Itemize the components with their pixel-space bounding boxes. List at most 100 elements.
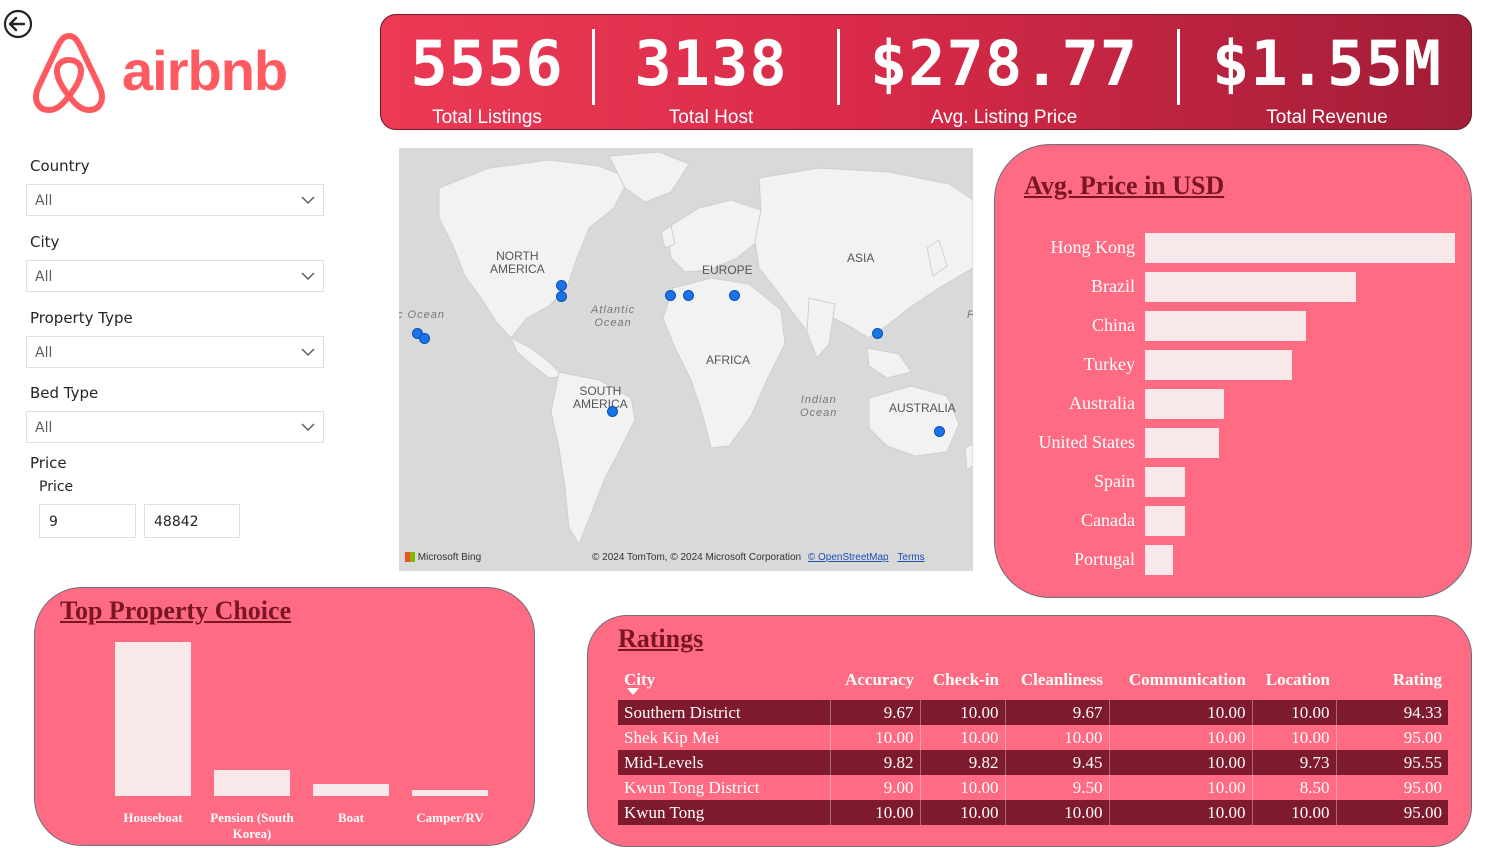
bar-label: United States [1038,432,1136,452]
bar-label: Spain [1093,471,1135,491]
column-header-cleanliness[interactable]: Cleanliness [1020,670,1103,689]
bar-label: Turkey [1083,354,1135,374]
kpi-value: 3138 [634,27,788,100]
map-label-indian: Indian Ocean [800,394,838,419]
table-row[interactable]: Southern District 9.67 10.00 9.67 10.00 10.00… [618,700,1448,725]
country-dropdown[interactable]: All [26,184,324,216]
top-property-title: Top Property Choice [60,596,292,625]
property-type-dropdown[interactable]: All [26,336,324,368]
table-cell: 10.00 [1252,725,1337,750]
column-header-check-in[interactable]: Check-in [932,670,999,689]
bar[interactable] [1145,467,1186,497]
avg-price-bar-chart: Hong Kong Brazil China Turkey Australia Unite… [995,145,1473,599]
column-header-communication[interactable]: Communication [1128,670,1246,689]
sort-desc-icon[interactable] [627,688,639,695]
table-cell: 9.67 [830,700,921,725]
bar[interactable] [412,789,488,796]
map-label-atlantic: Atlantic Ocean [591,304,636,329]
chevron-down-icon [301,196,315,205]
bed-type-filter-label: Bed Type [30,384,99,402]
map-marker[interactable] [934,426,945,437]
kpi-value: $278.77 [869,27,1139,100]
terms-link[interactable]: Terms [897,552,925,563]
table-row[interactable]: Kwun Tong District 9.00 10.00 9.50 10.00 8.50… [618,775,1448,800]
city-dropdown[interactable]: All [26,260,324,292]
openstreetmap-link[interactable]: © OpenStreetMap [807,552,889,563]
listings-map[interactable]: NORTH AMERICA SOUTH AMERICA EUROPE ASIA AF… [399,148,973,571]
top-property-panel: Top Property Choice Houseboat Pension (So… [34,587,535,846]
map-marker[interactable] [556,280,567,291]
bar[interactable] [1145,233,1455,263]
map-label-pacific: c Ocean [399,309,445,321]
map-label-asia: ASIA [847,251,875,265]
price-range-sublabel: Price [39,479,74,495]
bar[interactable] [214,769,290,796]
column-header-city[interactable]: City [624,670,656,689]
chevron-down-icon [301,348,315,357]
table-cell: 10.00 [1005,725,1110,750]
table-cell: 9.82 [920,750,1006,775]
chevron-down-icon [301,423,315,432]
bar[interactable] [115,642,191,796]
bar[interactable] [1145,545,1173,575]
map-marker[interactable] [665,290,676,301]
map-marker[interactable] [556,291,567,302]
dropdown-value: All [35,345,53,361]
map-marker[interactable] [872,328,883,339]
dropdown-value: All [35,193,53,209]
table-cell: 10.00 [1109,700,1253,725]
avg-price-title: Avg. Price in USD [1024,171,1225,200]
table-cell: 9.50 [1005,775,1110,800]
bar-label: Houseboat [123,810,183,825]
table-cell: 8.50 [1252,775,1337,800]
map-marker[interactable] [607,406,618,417]
column-header-accuracy[interactable]: Accuracy [845,670,914,689]
map-marker[interactable] [729,290,740,301]
map-attribution-text: © 2024 TomTom, © 2024 Microsoft Corporat… [592,552,802,563]
table-cell: 10.00 [830,800,921,825]
table-cell: 9.67 [1005,700,1110,725]
price-min-input[interactable]: 9 [39,504,136,538]
country-filter-label: Country [30,157,90,175]
map-marker[interactable] [683,290,694,301]
avg-price-panel: Avg. Price in USD Hong Kong Brazil China Tu… [994,144,1472,598]
kpi-divider [1177,29,1180,105]
kpi-total-listings: 5556 Total Listings [381,15,593,131]
chevron-down-icon [301,272,315,281]
airbnb-belo-icon [33,33,105,113]
kpi-total-revenue: $1.55M Total Revenue [1181,15,1473,131]
column-header-location[interactable]: Location [1265,670,1330,689]
map-label-europe: EUROPE [702,263,753,277]
table-cell: 95.00 [1336,800,1448,825]
table-cell: 10.00 [830,725,921,750]
bar-label: Portugal [1074,549,1135,569]
table-row[interactable]: Shek Kip Mei 10.00 10.00 10.00 10.00 10.00 95.… [618,725,1448,750]
map-label-edge: F [967,309,973,322]
table-cell: 10.00 [920,800,1006,825]
table-cell: Mid-Levels [618,750,831,775]
back-arrow-icon[interactable] [2,6,32,42]
bar[interactable] [1145,428,1220,458]
bar[interactable] [1145,389,1225,419]
bar-label: Canada [1081,510,1135,530]
table-cell: 95.00 [1403,777,1442,797]
bar[interactable] [1145,506,1186,536]
table-row[interactable]: Mid-Levels 9.82 9.82 9.45 10.00 9.73 95.55 [618,750,1448,775]
bed-type-dropdown[interactable]: All [26,411,324,443]
table-cell: 9.82 [830,750,921,775]
column-header-rating[interactable]: Rating [1392,670,1442,689]
kpi-banner: 5556 Total Listings 3138 Total Host $278… [380,14,1472,130]
bar[interactable] [1145,350,1293,380]
kpi-label: Total Revenue [1266,107,1388,128]
table-cell: 10.00 [1109,800,1253,825]
price-max-input[interactable]: 48842 [144,504,240,538]
bar[interactable] [1145,311,1307,341]
table-cell: Kwun Tong District [618,775,831,800]
map-marker[interactable] [419,333,430,344]
kpi-label: Total Host [668,107,754,128]
table-cell: 9.73 [1252,750,1337,775]
table-row[interactable]: Kwun Tong 10.00 10.00 10.00 10.00 10.00 95.00 [618,800,1448,825]
table-cell: Shek Kip Mei [618,725,831,750]
bar[interactable] [313,783,389,796]
bar[interactable] [1145,272,1356,302]
